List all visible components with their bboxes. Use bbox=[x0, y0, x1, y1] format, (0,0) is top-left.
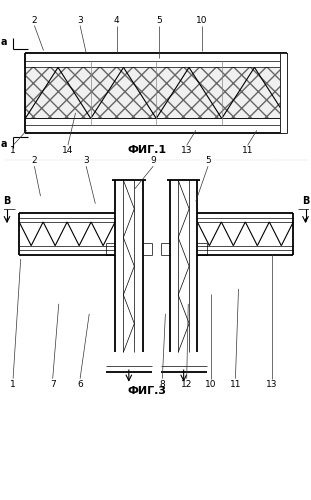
Text: 4: 4 bbox=[114, 16, 119, 25]
Text: 9: 9 bbox=[150, 156, 156, 165]
Text: 7: 7 bbox=[50, 380, 56, 389]
Text: 2: 2 bbox=[32, 156, 37, 165]
Text: ФИГ.3: ФИГ.3 bbox=[128, 386, 167, 396]
Text: 6: 6 bbox=[77, 380, 83, 389]
Text: 5: 5 bbox=[156, 16, 162, 25]
Text: 5: 5 bbox=[205, 156, 211, 165]
Text: 2: 2 bbox=[32, 16, 37, 25]
Text: 1: 1 bbox=[10, 380, 16, 389]
Text: 10: 10 bbox=[196, 16, 208, 25]
Text: 12: 12 bbox=[181, 380, 193, 389]
Text: 10: 10 bbox=[205, 380, 217, 389]
Bar bbox=[280, 53, 287, 133]
Text: В: В bbox=[3, 196, 10, 206]
Text: В: В bbox=[302, 196, 310, 206]
Text: a: a bbox=[1, 37, 7, 47]
Text: 3: 3 bbox=[77, 16, 83, 25]
Text: 1: 1 bbox=[10, 146, 16, 155]
Text: a: a bbox=[1, 139, 7, 149]
Text: ФИГ.1: ФИГ.1 bbox=[128, 146, 167, 156]
Text: 3: 3 bbox=[83, 156, 89, 165]
Text: 8: 8 bbox=[160, 380, 165, 389]
Bar bbox=[25, 68, 287, 118]
Text: 13: 13 bbox=[266, 380, 278, 389]
Text: 11: 11 bbox=[242, 146, 253, 155]
Text: 13: 13 bbox=[181, 146, 193, 155]
Text: 11: 11 bbox=[230, 380, 241, 389]
Text: 14: 14 bbox=[62, 146, 74, 155]
